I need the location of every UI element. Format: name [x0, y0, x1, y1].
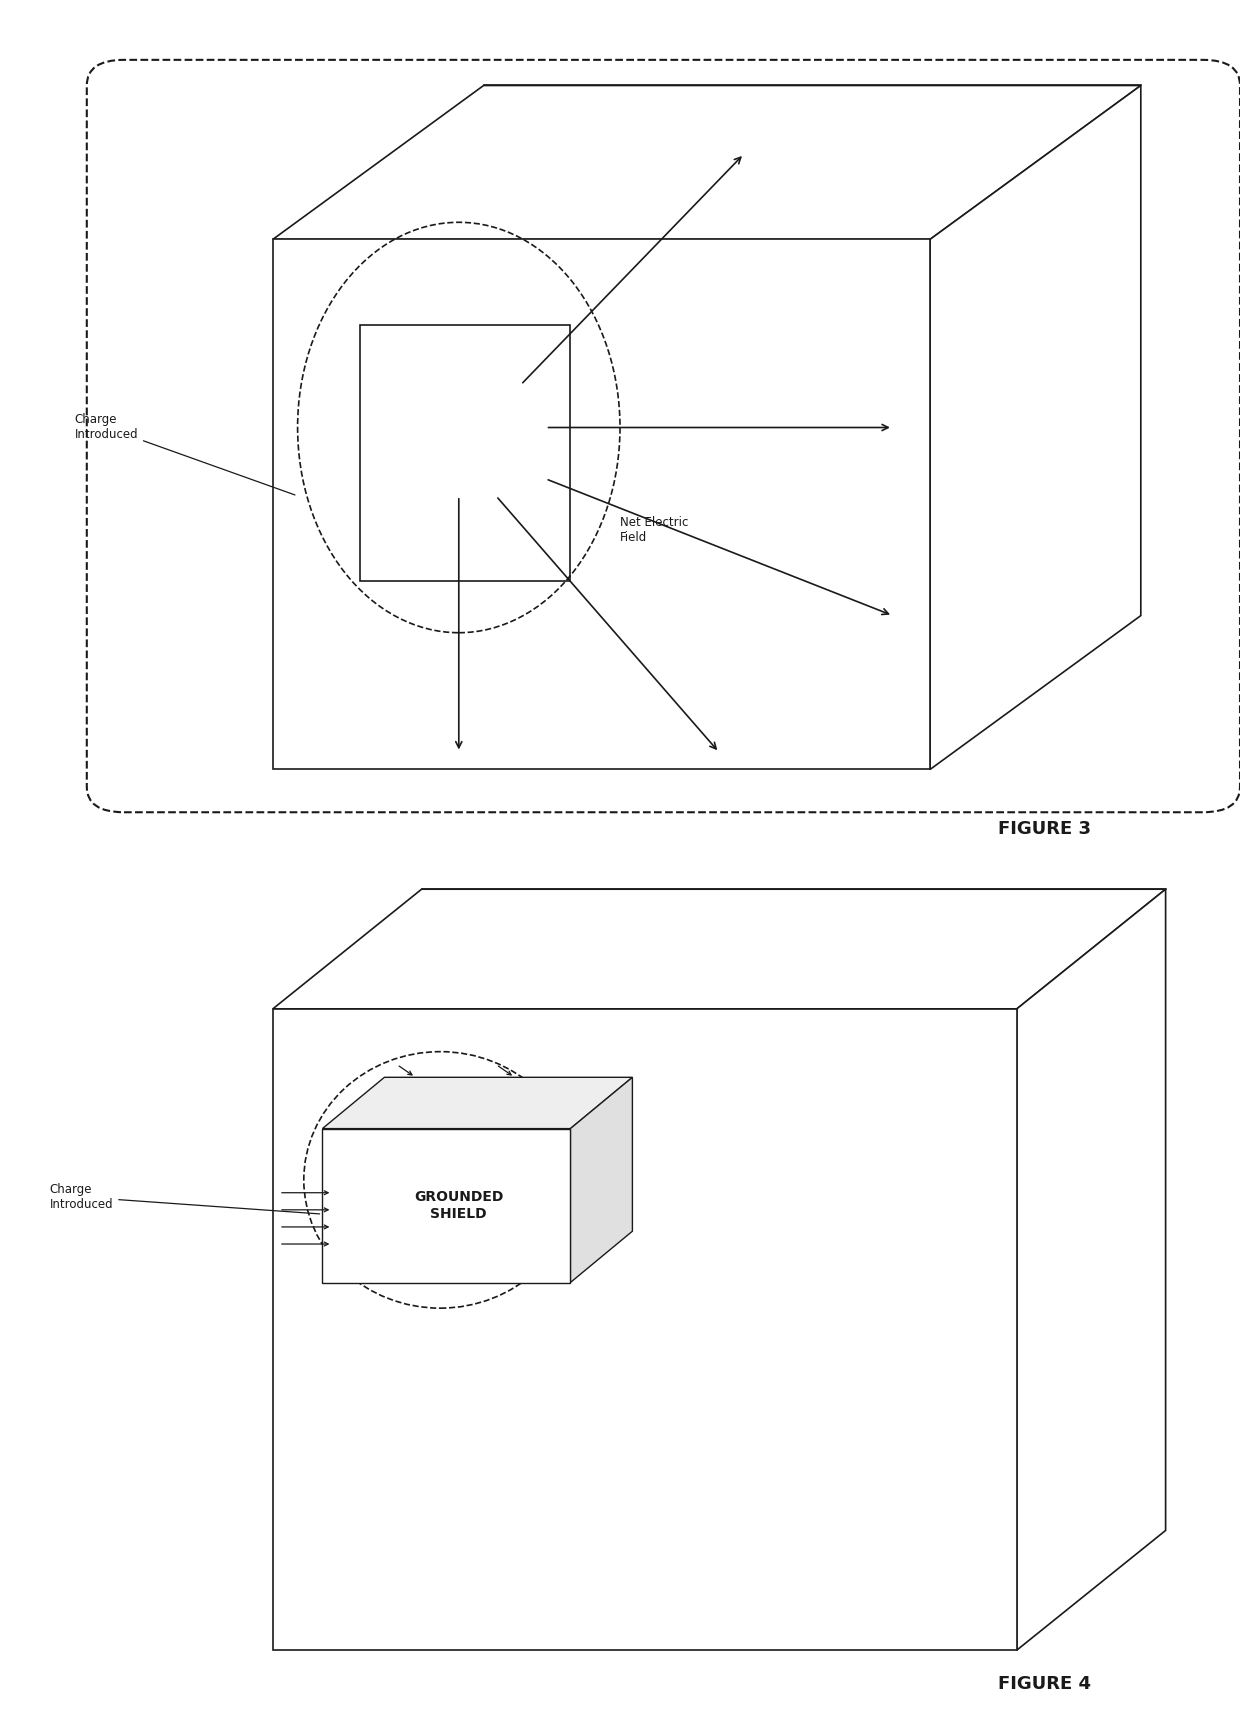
Text: Net Electric
Field: Net Electric Field [620, 516, 688, 544]
Polygon shape [322, 1129, 570, 1282]
Polygon shape [273, 239, 930, 770]
Polygon shape [273, 889, 1166, 1009]
Polygon shape [930, 86, 1141, 770]
Polygon shape [1017, 889, 1166, 1650]
Text: Charge
Introduced: Charge Introduced [74, 414, 295, 494]
Polygon shape [360, 325, 570, 581]
Polygon shape [273, 1009, 1017, 1650]
Polygon shape [570, 1077, 632, 1282]
Text: GROUNDED
SHIELD: GROUNDED SHIELD [414, 1190, 503, 1221]
Polygon shape [273, 86, 1141, 239]
Polygon shape [322, 1077, 632, 1129]
Text: FIGURE 4: FIGURE 4 [998, 1674, 1091, 1693]
Text: FIGURE 3: FIGURE 3 [998, 819, 1091, 838]
Text: Charge
Introduced: Charge Introduced [50, 1183, 320, 1214]
